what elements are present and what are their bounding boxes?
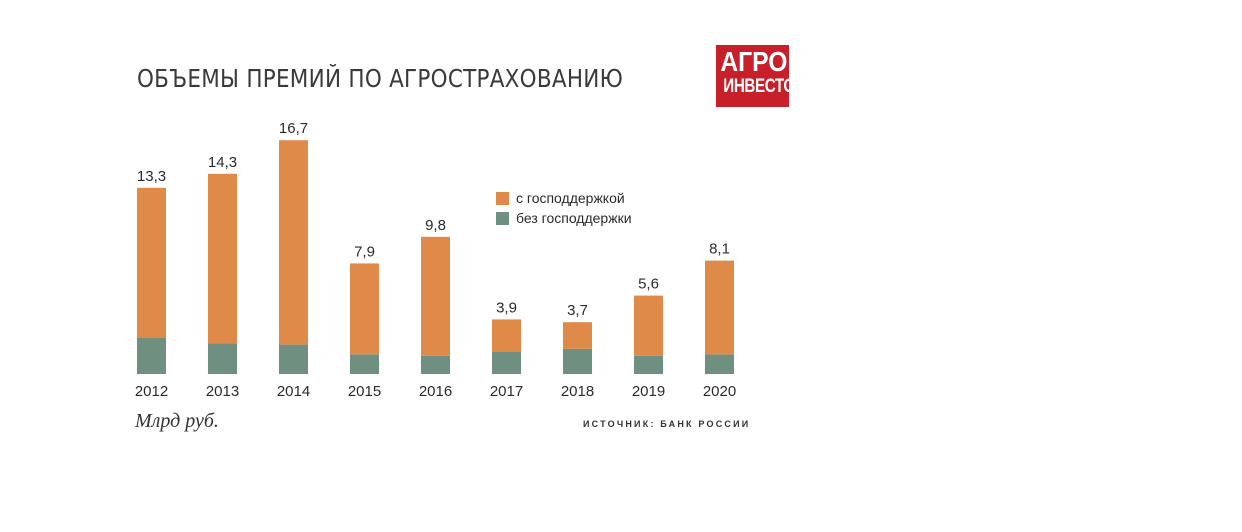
x-tick-2014: 2014 [277,383,310,400]
bar-with-support-2016 [421,236,450,356]
x-tick-labels-group: 2012 2013 2014 2015 2016 2017 2018 2019 2020 [135,383,736,400]
agroinvestor-logo: АГРО ИНВЕСТОР [716,45,805,107]
bar-without-support-2017 [492,351,521,374]
bar-without-support-2012 [137,337,166,374]
bar-with-support-2012 [137,187,166,338]
legend-swatch-without-support [496,212,509,225]
legend-label-with-support: с господдержкой [516,190,625,206]
value-label-2016: 9,8 [425,217,446,234]
legend-swatch-with-support [496,192,509,205]
bar-with-support-2013 [208,173,237,344]
chart-title: ОБЪЕМЫ ПРЕМИЙ ПО АГРОСТРАХОВАНИЮ [137,64,624,93]
x-tick-2016: 2016 [419,383,452,400]
value-label-2013: 14,3 [208,154,237,171]
bar-with-support-2018 [563,322,592,349]
value-label-2020: 8,1 [709,241,730,258]
legend-label-without-support: без господдержки [516,210,632,226]
value-label-2019: 5,6 [638,276,659,293]
unit-label: Млрд руб. [135,410,219,432]
x-tick-2013: 2013 [206,383,239,400]
value-labels-group: 13,3 14,3 16,7 7,9 9,8 3,9 3,7 5,6 8,1 [137,120,730,319]
value-label-2017: 3,9 [496,299,517,316]
bar-with-support-2015 [350,263,379,355]
x-tick-2020: 2020 [703,383,736,400]
source-label: ИСТОЧНИК: БАНК РОССИИ [583,419,751,429]
bar-without-support-2019 [634,355,663,374]
bar-with-support-2019 [634,295,663,356]
value-label-2014: 16,7 [279,120,308,137]
x-tick-2017: 2017 [490,383,523,400]
bar-without-support-2014 [279,344,308,374]
bar-without-support-2016 [421,355,450,374]
bar-with-support-2017 [492,319,521,352]
legend: с господдержкой без господдержки [496,190,632,226]
bar-without-support-2020 [705,354,734,374]
bar-without-support-2018 [563,348,592,374]
bar-without-support-2013 [208,343,237,374]
bars-group [137,140,734,374]
value-label-2012: 13,3 [137,168,166,185]
bar-with-support-2014 [279,140,308,345]
x-tick-2015: 2015 [348,383,381,400]
bar-with-support-2020 [705,260,734,355]
x-tick-2018: 2018 [561,383,594,400]
value-label-2015: 7,9 [354,243,375,260]
x-tick-2019: 2019 [632,383,665,400]
value-label-2018: 3,7 [567,302,588,319]
bar-without-support-2015 [350,354,379,374]
logo-line-1: АГРО [720,46,788,77]
x-tick-2012: 2012 [135,383,168,400]
